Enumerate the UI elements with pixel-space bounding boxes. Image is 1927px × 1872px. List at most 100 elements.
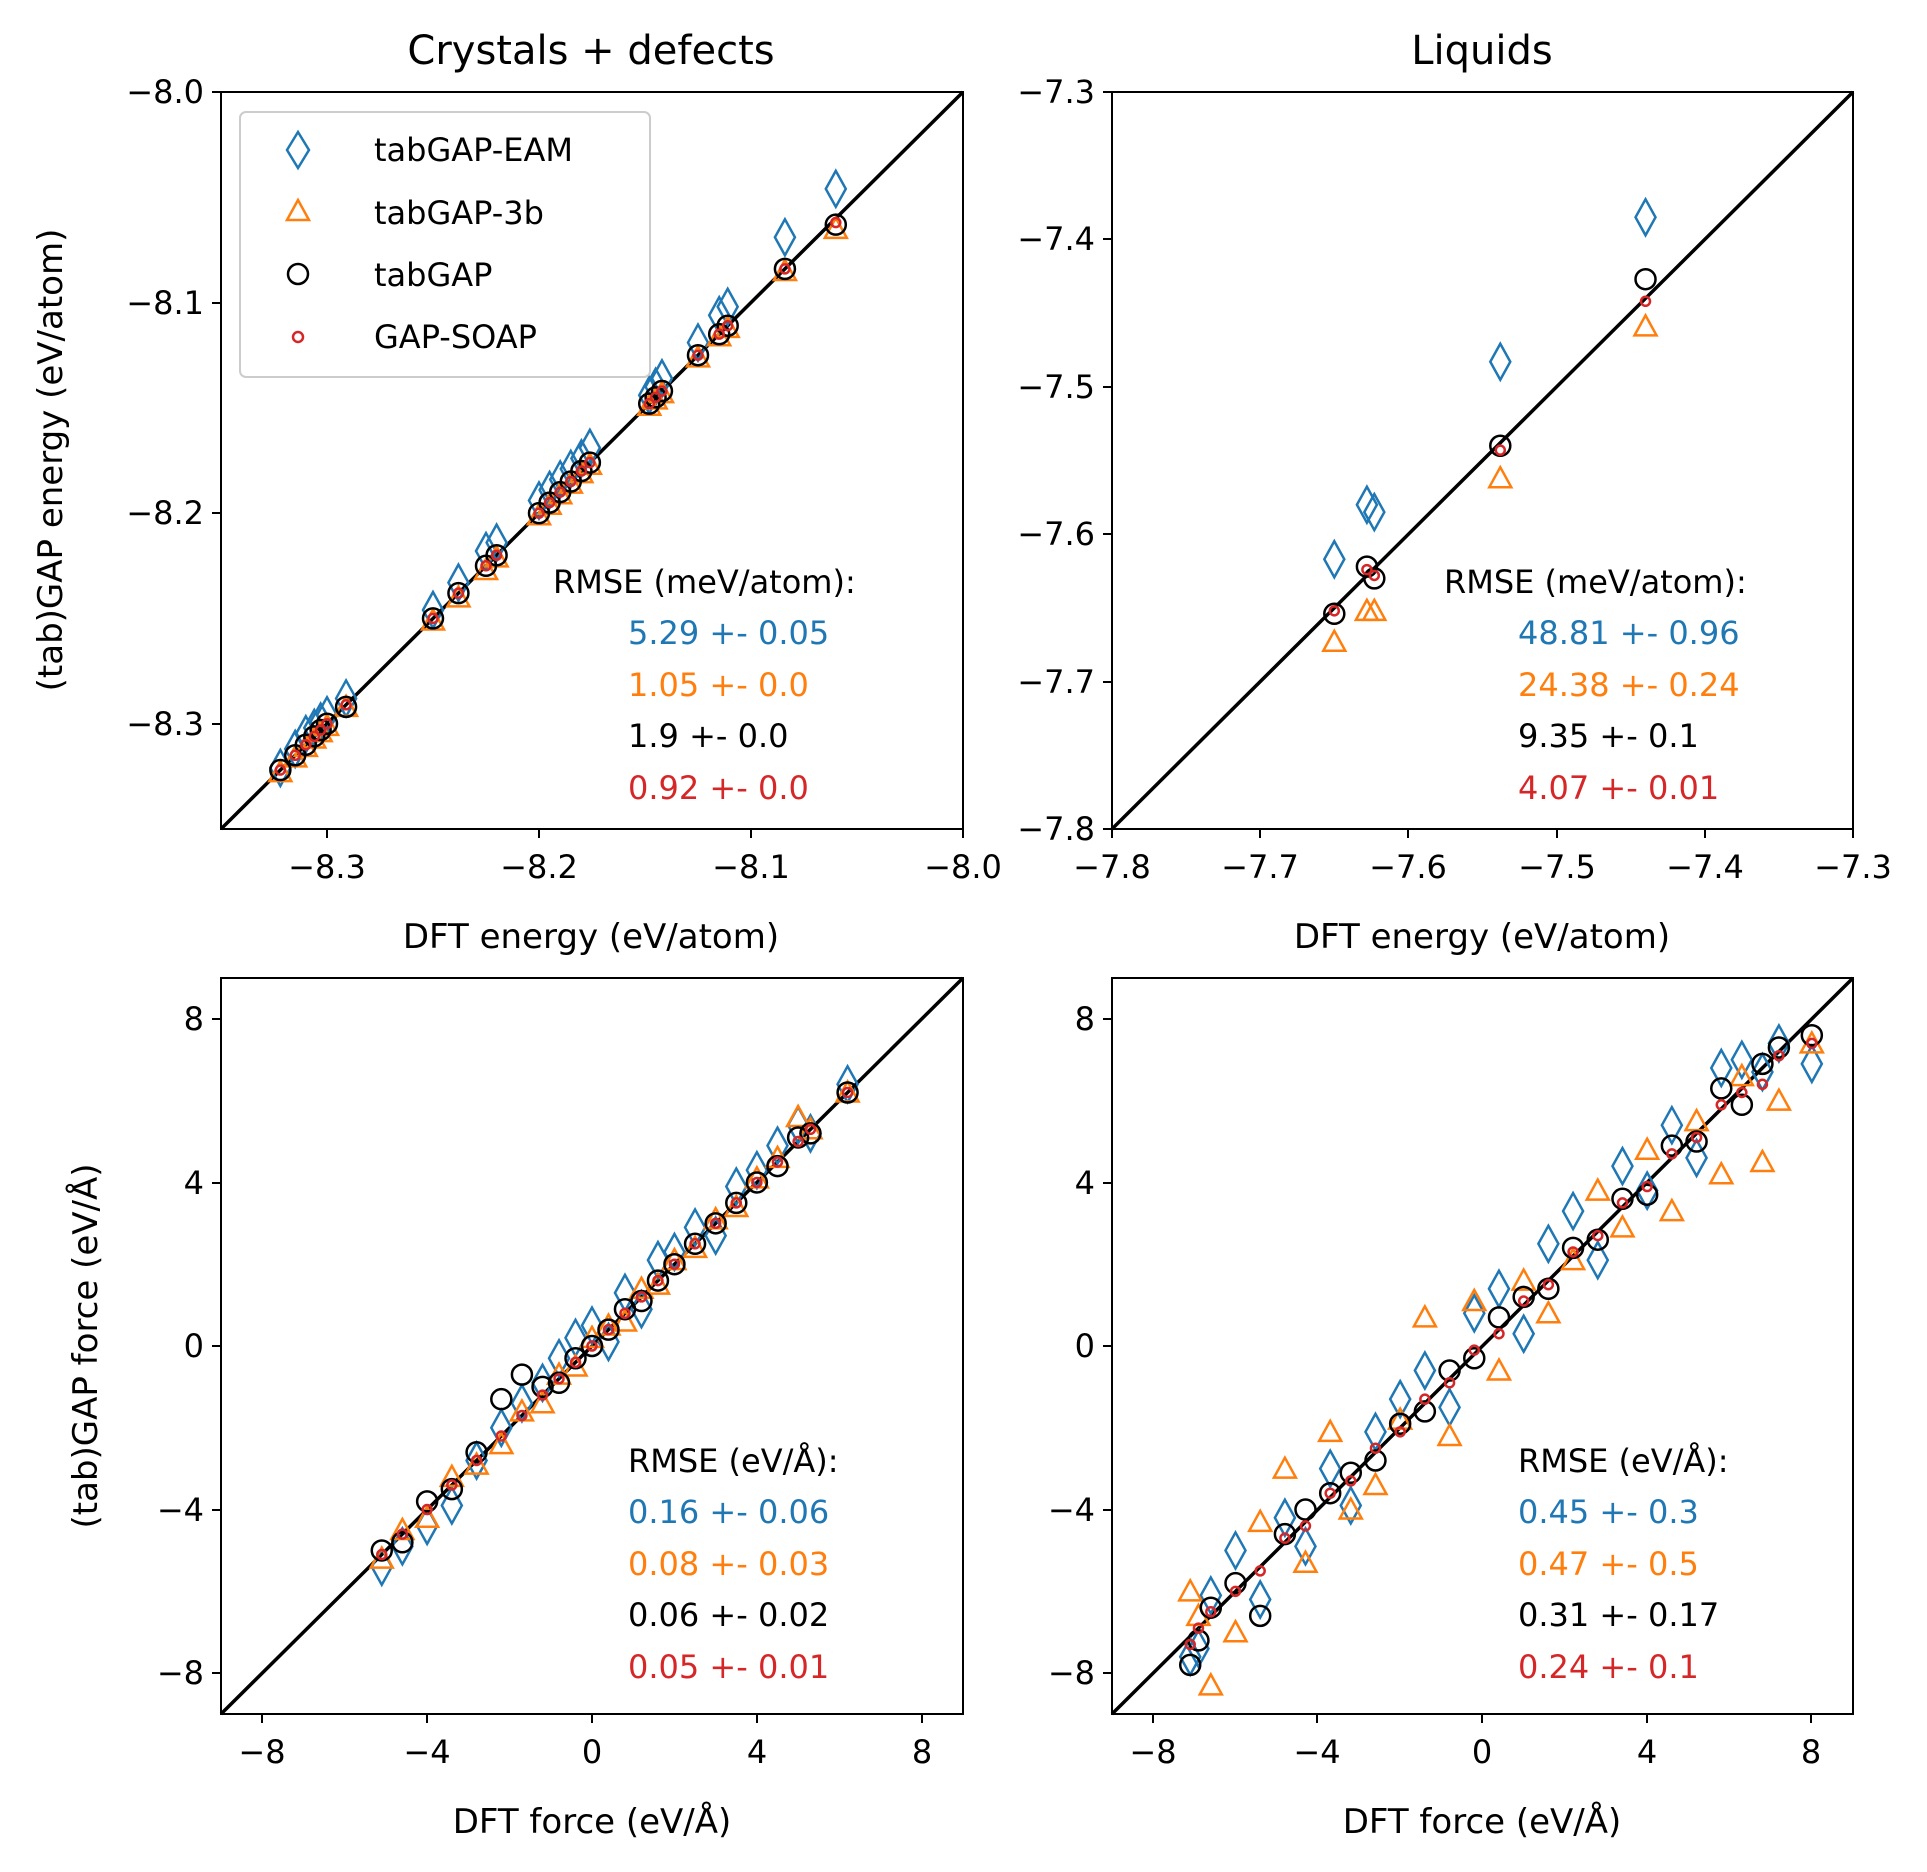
y-tick-label: 0 [184,1327,204,1365]
rmse-tabgap-eam: 0.16 +- 0.06 [628,1493,829,1531]
data-point-gap-soap [1517,1295,1530,1307]
data-point-tabgap-3b [822,215,849,240]
data-point-tabgap [686,343,710,367]
data-point-tabgap [786,1126,810,1149]
legend-label: tabGAP [374,256,492,294]
data-point-gap-soap [1773,1049,1785,1062]
data-point-tabgap [1318,1481,1342,1505]
y-ticks: 8 4 0 −4 −8 [157,1000,221,1692]
y-tick-label: −7.7 [1017,663,1095,701]
data-point-gap-soap [1279,1532,1291,1544]
data-point-gap-soap [427,612,439,625]
data-point-tabgap-eam [1362,491,1386,533]
data-point-tabgap-3b [611,1307,639,1332]
data-point-gap-soap [1756,1078,1769,1091]
data-point-gap-soap [516,1409,528,1422]
x-tick-label: 8 [912,1733,932,1771]
data-point-gap-soap [1205,1606,1217,1618]
y-tick-label: −4 [157,1491,204,1529]
rmse-title: RMSE (eV/Å): [628,1442,839,1480]
y-tick-label: −7.4 [1017,220,1095,258]
y-tick-label: −7.3 [1017,73,1095,111]
data-point-gap-soap [1328,605,1341,617]
data-point-tabgap-3b [1321,628,1348,653]
legend-label: tabGAP-EAM [374,131,573,169]
rmse-tabgap-eam: 5.29 +- 0.05 [628,614,829,652]
rmse-tabgap-eam: 48.81 +- 0.96 [1518,614,1740,652]
data-point-tabgap [663,1252,686,1276]
data-point-gap-soap [1361,563,1373,576]
data-point-tabgap [704,1212,727,1235]
data-point-tabgap [440,1477,464,1501]
data-point-tabgap-3b [644,1271,672,1295]
rmse-gap-soap: 4.07 +- 0.01 [1518,769,1719,807]
data-point-gap-soap [771,1156,784,1168]
data-point-tabgap [1248,1604,1272,1628]
legend-label: tabGAP-3b [374,194,544,232]
data-point-gap-soap [619,1307,631,1320]
data-point-tabgap [650,379,674,403]
data-point-tabgap [745,1171,769,1194]
data-point-tabgap [1224,1571,1247,1595]
data-point-tabgap [1660,1134,1684,1157]
y-tick-label: 0 [1075,1327,1095,1365]
x-tick-label: −8 [1129,1733,1176,1771]
data-point-gap-soap [543,496,556,509]
circle-marker-icon [286,262,310,286]
data-point-tabgap [1463,1347,1486,1370]
data-point-gap-soap [1616,1197,1629,1209]
data-point-gap-soap [1394,1426,1406,1438]
x-tick-label: −8.2 [500,848,578,886]
x-tick-label: −4 [1293,1733,1340,1771]
data-point-tabgap [1635,1183,1659,1206]
data-point-gap-soap [308,730,321,743]
data-point-tabgap-eam [580,1304,604,1347]
x-tick-label: 8 [1801,1733,1821,1771]
panel-liquids-force: −8 −4 0 4 8 8 4 0 −4 −8 DFT force (eV/Å)… [1048,976,1855,1842]
rmse-tabgap: 0.06 +- 0.02 [628,1596,829,1634]
x-tick-label: 4 [747,1733,767,1771]
data-point-gap-soap [584,456,596,469]
data-point-tabgap [570,459,593,483]
data-point-tabgap-3b [1535,1299,1562,1324]
data-point-tabgap [707,322,731,346]
data-point-tabgap [1487,1306,1511,1329]
x-tick-label: −8 [238,1733,285,1771]
data-point-tabgap [1388,1412,1412,1435]
data-point-gap-soap [635,1291,648,1303]
data-point-tabgap [370,1539,394,1562]
data-point-tabgap-eam [465,1439,489,1482]
rmse-title: RMSE (eV/Å): [1518,1442,1729,1480]
y-tick-label: −8.0 [126,73,204,111]
data-point-tabgap-3b [1749,1148,1776,1173]
data-point-tabgap [269,758,292,782]
data-point-tabgap-eam [1512,1313,1536,1355]
legend-item-tabgap-eam: tabGAP-EAM [285,129,573,171]
y-axis-label: (tab)GAP force (eV/Å) [65,1163,106,1528]
scatter-marks [267,168,849,789]
data-point-tabgap-eam [1536,1223,1560,1265]
data-point-tabgap-3b [1609,1213,1636,1238]
data-point-tabgap [1800,1023,1824,1047]
data-point-tabgap-eam [1355,484,1379,526]
x-tick-label: −8.1 [712,848,790,886]
rmse-tabgap: 9.35 +- 0.1 [1518,717,1699,755]
data-point-tabgap-eam [1339,1484,1363,1527]
data-point-gap-soap [1443,1377,1456,1389]
data-point-tabgap-eam [1413,1349,1437,1392]
x-tick-label: −7.6 [1369,848,1447,886]
data-point-tabgap [485,544,508,567]
data-point-tabgap [334,695,358,719]
data-point-gap-soap [565,475,577,488]
data-point-tabgap [580,1334,604,1358]
data-point-tabgap [564,1347,587,1370]
data-point-tabgap-3b [1317,1418,1344,1443]
data-point-tabgap [1363,567,1386,590]
triangle-marker-icon [284,197,312,222]
y-tick-label: 8 [1075,1000,1095,1038]
x-tick-label: −4 [403,1733,450,1771]
data-point-tabgap [309,718,332,742]
data-point-gap-soap [1690,1131,1703,1144]
legend-item-tabgap-3b: tabGAP-3b [284,194,544,232]
data-point-tabgap [447,581,470,605]
